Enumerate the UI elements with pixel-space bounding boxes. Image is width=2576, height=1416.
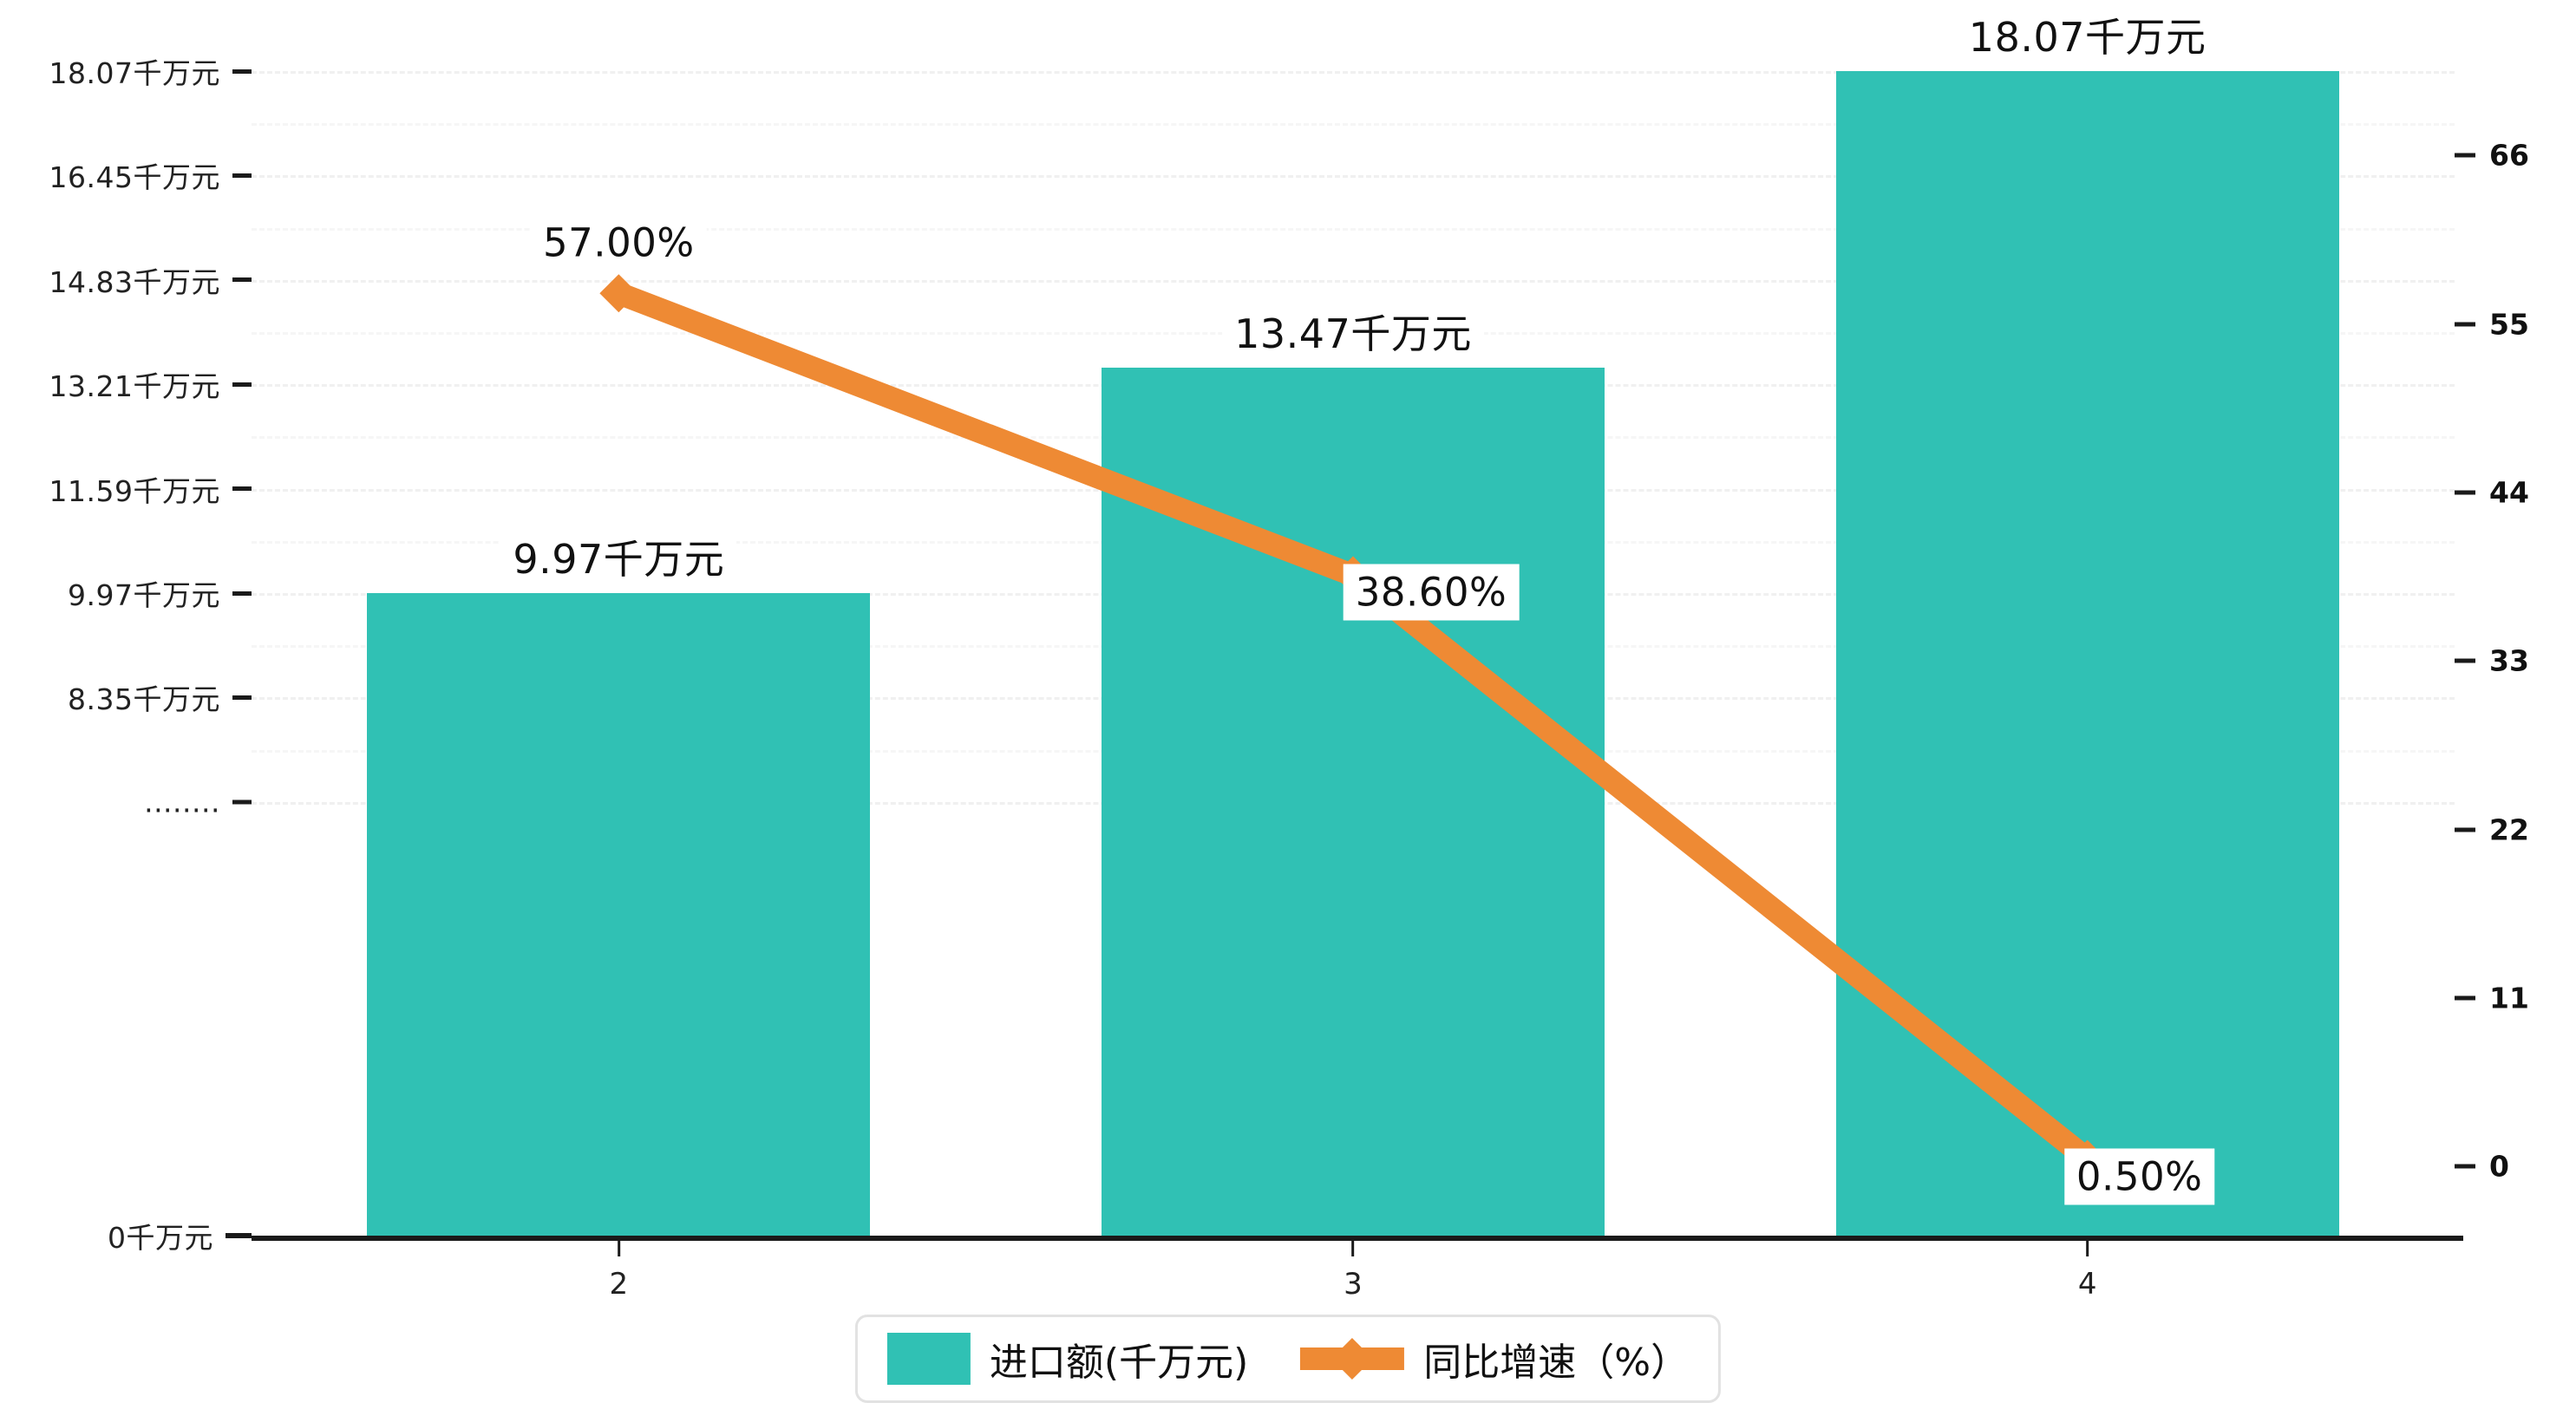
left-axis-tick-mark: [232, 591, 252, 596]
left-axis-tick: 9.97千万元: [68, 572, 252, 614]
right-axis-tick-label: 11: [2489, 981, 2529, 1015]
legend-label-growth-rate: 同比增速（%）: [1423, 1341, 1690, 1385]
right-axis-tick-mark: [2455, 322, 2475, 327]
legend-label-import-amount: 进口额(千万元): [989, 1341, 1249, 1385]
left-axis-tick-mark: [232, 173, 252, 178]
x-axis-tick-mark: [617, 1236, 620, 1256]
right-axis-tick: 44: [2455, 475, 2529, 509]
growth-rate-label-4: 0.50%: [2063, 1148, 2215, 1205]
right-axis-tick-label: 33: [2489, 643, 2529, 678]
x-axis-line: [252, 1236, 2463, 1241]
left-axis-tick-label: 16.45千万元: [49, 160, 220, 195]
left-axis-tick-label: 9.97千万元: [68, 578, 220, 612]
right-axis-tick-mark: [2455, 153, 2475, 158]
left-axis-tick-mark: [232, 277, 252, 283]
growth-rate-label-3: 38.60%: [1343, 564, 1520, 621]
right-axis-tick: 11: [2455, 982, 2529, 1015]
left-axis-tick: 13.21千万元: [49, 363, 252, 405]
right-axis-tick-label: 22: [2489, 812, 2529, 847]
left-axis-tick-mark: [232, 695, 252, 700]
x-axis-tick: 2: [609, 1236, 629, 1302]
x-axis-tick-label: 4: [2077, 1267, 2097, 1302]
x-axis-tick-mark: [1351, 1236, 1355, 1256]
bar-value-label-4: 18.07千万元: [1956, 1, 2219, 69]
left-axis-tick-mark: [232, 382, 252, 387]
right-axis-tick-mark: [2455, 995, 2475, 1001]
x-axis-tick: 3: [1344, 1236, 1363, 1302]
gridline: [252, 279, 2455, 283]
left-axis-tick-mark: [232, 799, 252, 805]
right-axis-tick-label: 0: [2489, 1149, 2509, 1184]
left-axis-tick: 11.59千万元: [49, 468, 252, 510]
growth-rate-label-2: 57.00%: [531, 214, 707, 271]
left-axis-tick: ........: [144, 785, 252, 819]
right-axis-tick: 66: [2455, 139, 2529, 173]
left-axis-tick-label: 11.59千万元: [49, 473, 220, 508]
left-axis-tick-label: 13.21千万元: [49, 369, 220, 404]
left-axis-tick-label: 14.83千万元: [49, 264, 220, 299]
legend-item-import-amount[interactable]: 进口额(千万元): [886, 1331, 1249, 1387]
left-axis-tick: 18.07千万元: [49, 50, 252, 92]
legend-item-growth-rate[interactable]: 同比增速（%）: [1300, 1331, 1689, 1387]
left-axis-tick: 8.35千万元: [68, 676, 252, 718]
left-axis-tick-label: 18.07千万元: [49, 56, 220, 90]
right-axis-tick: 55: [2455, 307, 2529, 341]
right-axis-tick-mark: [2455, 827, 2475, 832]
right-axis-tick-label: 44: [2489, 475, 2529, 510]
right-axis-tick-mark: [2455, 1164, 2475, 1169]
left-value-axis: 18.07千万元 16.45千万元 14.83千万元 13.21千万元 11.59千万元…: [0, 0, 252, 1416]
right-axis-tick: 0: [2455, 1150, 2509, 1184]
x-axis-tick: 4: [2077, 1236, 2097, 1302]
right-axis-tick-mark: [2455, 658, 2475, 663]
right-axis-tick: 33: [2455, 644, 2529, 678]
left-axis-tick-label: 8.35千万元: [68, 682, 220, 717]
bar-value-label-3: 13.47千万元: [1222, 297, 1484, 365]
chart-legend[interactable]: 进口额(千万元) 同比增速（%）: [854, 1315, 1722, 1403]
gridline: [252, 71, 2455, 74]
gridline-minor: [252, 227, 2455, 231]
bar-2[interactable]: [367, 593, 871, 1236]
right-axis-tick: 22: [2455, 812, 2529, 846]
right-axis-tick-label: 66: [2489, 138, 2529, 173]
left-axis-tick-label: ........: [144, 785, 220, 819]
right-percent-axis: 66 55 44 33 22 11 0: [2455, 0, 2576, 1416]
x-axis-tick-mark: [2086, 1236, 2089, 1256]
legend-bar-swatch-icon: [886, 1333, 971, 1385]
left-axis-tick: 0千万元: [108, 1215, 252, 1256]
right-axis-tick-label: 55: [2489, 307, 2529, 342]
left-axis-tick: 14.83千万元: [49, 259, 252, 301]
bar-4[interactable]: [1835, 71, 2339, 1236]
x-axis-tick-label: 3: [1344, 1267, 1363, 1302]
legend-line-swatch-icon: [1300, 1333, 1405, 1385]
right-axis-tick-mark: [2455, 490, 2475, 495]
left-axis-tick-mark: [226, 1233, 252, 1238]
left-axis-tick-mark: [232, 69, 252, 74]
left-axis-tick-label: 0千万元: [108, 1221, 213, 1255]
x-axis-tick-label: 2: [609, 1267, 629, 1302]
left-axis-tick: 16.45千万元: [49, 154, 252, 196]
bar-3[interactable]: [1102, 367, 1605, 1236]
gridline-minor: [252, 123, 2455, 127]
gridline: [252, 175, 2455, 179]
left-axis-tick-mark: [232, 486, 252, 492]
bar-value-label-2: 9.97千万元: [500, 523, 737, 591]
